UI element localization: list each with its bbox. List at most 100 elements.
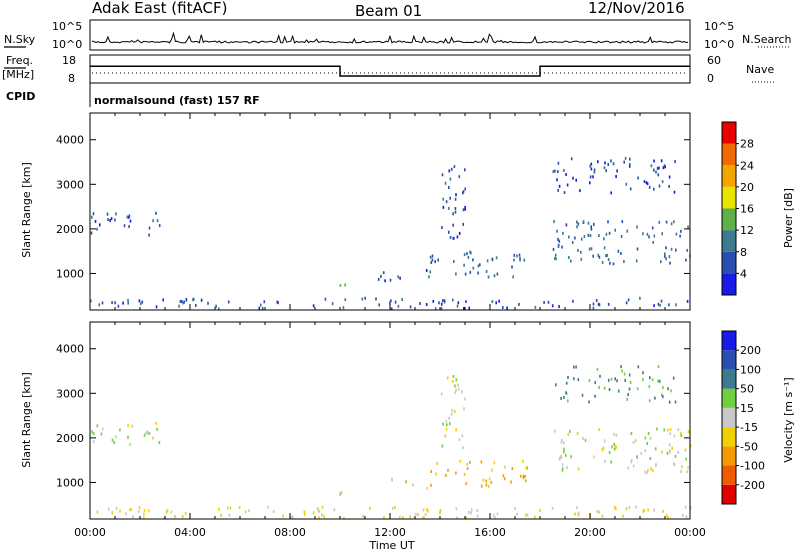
data-cell: [215, 304, 217, 308]
data-cell: [106, 212, 109, 216]
data-cell: [143, 433, 146, 437]
data-cell: [449, 235, 452, 239]
data-cell: [397, 304, 400, 308]
data-cell: [228, 513, 231, 517]
data-cell: [670, 247, 673, 251]
data-cell: [438, 301, 440, 305]
data-cell: [464, 397, 466, 401]
data-cell: [125, 512, 127, 516]
data-cell: [158, 224, 161, 228]
data-cell: [399, 515, 401, 519]
data-cell: [681, 514, 684, 518]
data-cell: [369, 507, 371, 510]
data-cell: [590, 247, 593, 251]
data-cell: [672, 376, 675, 380]
data-cell: [644, 436, 647, 440]
data-cell: [514, 507, 516, 510]
data-cell: [463, 253, 466, 257]
data-cell: [620, 235, 623, 238]
data-cell: [123, 224, 126, 228]
data-cell: [558, 457, 561, 461]
data-cell: [662, 386, 664, 390]
data-cell: [689, 444, 692, 448]
data-cell: [652, 240, 654, 244]
y-tick-label: 3000: [56, 387, 84, 400]
data-cell: [639, 296, 641, 300]
data-cell: [666, 451, 669, 455]
data-cell: [383, 516, 385, 520]
data-cell: [648, 235, 650, 239]
power-colorbar-label: Power [dB]: [782, 188, 795, 248]
data-cell: [668, 255, 671, 259]
data-cell: [582, 220, 585, 224]
data-cell: [583, 235, 586, 238]
y-tick-label: 4000: [56, 343, 84, 356]
data-cell: [649, 457, 652, 460]
data-cell: [601, 260, 604, 264]
data-cell: [574, 512, 576, 516]
data-cell: [563, 191, 566, 194]
data-cell: [653, 187, 655, 191]
data-cell: [422, 508, 425, 512]
data-cell: [640, 452, 643, 455]
data-cell: [687, 430, 690, 434]
data-cell: [614, 228, 616, 232]
data-cell: [602, 446, 605, 450]
data-cell: [662, 509, 664, 513]
data-cell: [459, 459, 462, 463]
data-cell: [485, 270, 488, 273]
data-cell: [412, 483, 414, 487]
data-cell: [611, 445, 613, 449]
data-cell: [577, 222, 580, 226]
data-cell: [457, 301, 460, 305]
data-cell: [109, 219, 111, 222]
data-cell: [642, 371, 644, 375]
data-cell: [424, 513, 427, 517]
data-cell: [107, 507, 110, 511]
data-cell: [425, 303, 428, 306]
data-cell: [526, 513, 529, 517]
data-cell: [649, 376, 651, 380]
data-cell: [598, 255, 601, 259]
data-cell: [669, 261, 671, 265]
colorbar-tick-label: 4: [740, 267, 747, 280]
data-cell: [627, 466, 630, 470]
data-cell: [576, 506, 578, 510]
data-cell: [303, 510, 306, 514]
data-cell: [449, 196, 451, 200]
data-cell: [525, 466, 527, 470]
data-cell: [660, 299, 663, 303]
data-cell: [659, 303, 661, 307]
data-cell: [362, 514, 365, 518]
data-cell: [551, 506, 554, 510]
data-cell: [429, 270, 432, 274]
data-cell: [174, 514, 176, 518]
data-cell: [504, 465, 506, 469]
colorbar-tick-label: -50: [740, 440, 758, 453]
data-cell: [522, 459, 524, 463]
data-cell: [458, 438, 461, 442]
data-cell: [445, 419, 448, 423]
data-cell: [605, 254, 607, 258]
data-cell: [511, 265, 513, 269]
data-cell: [115, 435, 117, 439]
data-cell: [577, 511, 580, 515]
data-cell: [409, 305, 412, 309]
power-colorbar: 4 8 12 16 20 24 28: [721, 121, 754, 296]
data-cell: [552, 170, 555, 174]
data-cell: [568, 235, 570, 239]
data-cell: [101, 427, 104, 431]
data-cell: [495, 301, 497, 305]
data-cell: [577, 378, 580, 382]
data-cell: [686, 248, 688, 252]
data-cell: [534, 305, 537, 309]
data-cell: [129, 442, 131, 446]
date-title: 12/Nov/2016: [588, 0, 685, 17]
data-cell: [455, 272, 457, 276]
data-cell: [444, 181, 447, 185]
data-cell: [491, 468, 493, 472]
data-cell: [458, 387, 460, 391]
data-cell: [597, 302, 600, 306]
data-cell: [339, 284, 342, 287]
data-cell: [399, 276, 401, 280]
